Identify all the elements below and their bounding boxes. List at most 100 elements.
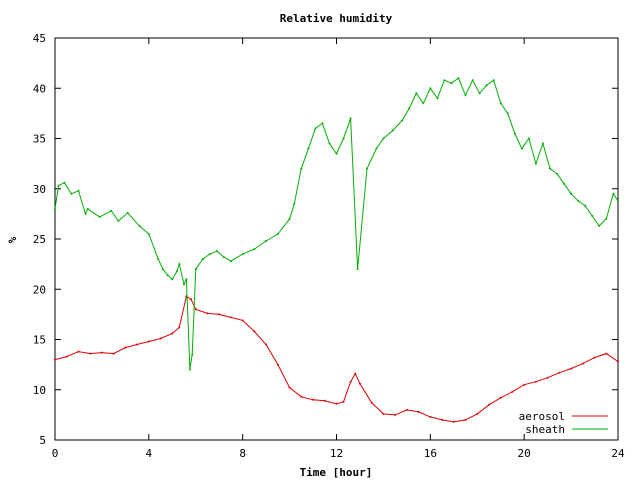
data-point-sheath	[253, 248, 256, 251]
data-point-aerosol	[558, 371, 561, 374]
data-point-sheath	[63, 181, 66, 184]
data-point-sheath	[54, 207, 56, 210]
data-point-aerosol	[342, 400, 345, 403]
data-point-sheath	[171, 278, 174, 281]
data-point-aerosol	[511, 390, 514, 393]
data-point-sheath	[506, 112, 509, 115]
data-point-sheath	[598, 224, 601, 227]
data-point-sheath	[556, 172, 558, 175]
data-point-sheath	[342, 137, 345, 140]
y-tick-label: 15	[33, 334, 46, 347]
data-point-sheath	[300, 167, 303, 170]
y-tick-label: 35	[33, 133, 46, 146]
data-point-sheath	[98, 215, 101, 218]
data-point-sheath	[605, 217, 608, 220]
data-point-aerosol	[190, 298, 193, 301]
data-point-sheath	[415, 92, 418, 95]
y-tick-label: 45	[33, 32, 46, 45]
data-point-sheath	[591, 214, 594, 217]
data-point-aerosol	[570, 367, 573, 370]
data-point-sheath	[520, 147, 523, 150]
data-point-aerosol	[605, 352, 608, 355]
data-point-sheath	[166, 274, 169, 277]
data-point-aerosol	[206, 312, 209, 315]
data-point-sheath	[401, 119, 404, 122]
plot-frame	[54, 37, 619, 441]
data-point-sheath	[276, 233, 279, 235]
legend-label-aerosol: aerosol	[519, 410, 565, 423]
data-point-aerosol	[354, 372, 357, 375]
y-tick-label: 10	[33, 384, 46, 397]
data-point-aerosol	[359, 382, 361, 385]
legend-label-sheath: sheath	[525, 423, 565, 436]
data-point-sheath	[138, 224, 141, 227]
data-point-sheath	[464, 94, 467, 97]
data-point-sheath	[429, 87, 432, 90]
data-point-sheath	[307, 147, 310, 150]
data-point-sheath	[321, 122, 324, 125]
data-point-aerosol	[112, 352, 115, 355]
data-point-aerosol	[218, 313, 221, 316]
axis-ticks: 0 4 8 12 16 20 24 5 10 15 20 25 30 35 40 45	[33, 32, 625, 460]
x-tick-label: 16	[424, 447, 437, 460]
data-point-sheath	[570, 192, 573, 195]
data-point-aerosol	[370, 401, 373, 404]
data-point-sheath	[485, 84, 488, 87]
x-tick-label: 12	[330, 447, 343, 460]
x-tick-label: 24	[611, 447, 625, 460]
series-layer	[54, 77, 619, 423]
data-point-sheath	[391, 129, 394, 132]
data-point-sheath	[86, 207, 89, 210]
data-point-sheath	[612, 192, 615, 195]
data-point-sheath	[534, 162, 537, 165]
data-point-aerosol	[276, 363, 279, 366]
data-point-sheath	[161, 268, 164, 271]
data-point-sheath	[188, 368, 191, 371]
data-point-aerosol	[147, 340, 150, 343]
data-point-sheath	[265, 240, 268, 242]
data-point-aerosol	[476, 412, 479, 415]
data-point-sheath	[84, 212, 87, 215]
data-point-sheath	[499, 102, 502, 105]
data-point-aerosol	[323, 399, 326, 402]
data-point-sheath	[241, 253, 244, 256]
data-point-aerosol	[159, 337, 162, 340]
data-point-aerosol	[229, 316, 232, 319]
data-point-aerosol	[534, 380, 537, 383]
data-point-sheath	[110, 209, 113, 212]
data-point-sheath	[471, 79, 474, 82]
data-point-aerosol	[382, 412, 385, 415]
data-point-aerosol	[265, 343, 268, 346]
data-point-sheath	[450, 82, 453, 85]
data-point-aerosol	[593, 356, 596, 359]
data-point-aerosol	[349, 380, 352, 383]
data-point-sheath	[176, 270, 178, 273]
data-point-sheath	[356, 268, 359, 271]
data-point-sheath	[408, 107, 411, 110]
data-point-sheath	[513, 132, 516, 135]
data-point-aerosol	[429, 415, 432, 418]
data-point-sheath	[126, 211, 129, 214]
data-point-aerosol	[546, 376, 549, 379]
data-point-sheath	[366, 167, 368, 170]
data-point-sheath	[617, 199, 619, 202]
data-point-aerosol	[394, 413, 397, 416]
data-point-aerosol	[405, 408, 408, 411]
data-point-sheath	[178, 263, 181, 266]
y-tick-label: 25	[33, 233, 46, 246]
data-point-sheath	[229, 260, 232, 263]
data-point-sheath	[157, 258, 160, 261]
data-point-sheath	[117, 219, 120, 222]
data-point-aerosol	[499, 396, 502, 399]
data-point-aerosol	[171, 332, 174, 335]
data-point-aerosol	[124, 346, 127, 349]
data-point-aerosol	[241, 319, 244, 322]
data-point-sheath	[194, 268, 197, 271]
y-tick-label: 20	[33, 283, 46, 296]
chart-title: Relative humidity	[280, 12, 393, 25]
data-point-sheath	[549, 167, 551, 170]
data-point-aerosol	[65, 355, 68, 358]
x-tick-label: 4	[146, 447, 153, 460]
